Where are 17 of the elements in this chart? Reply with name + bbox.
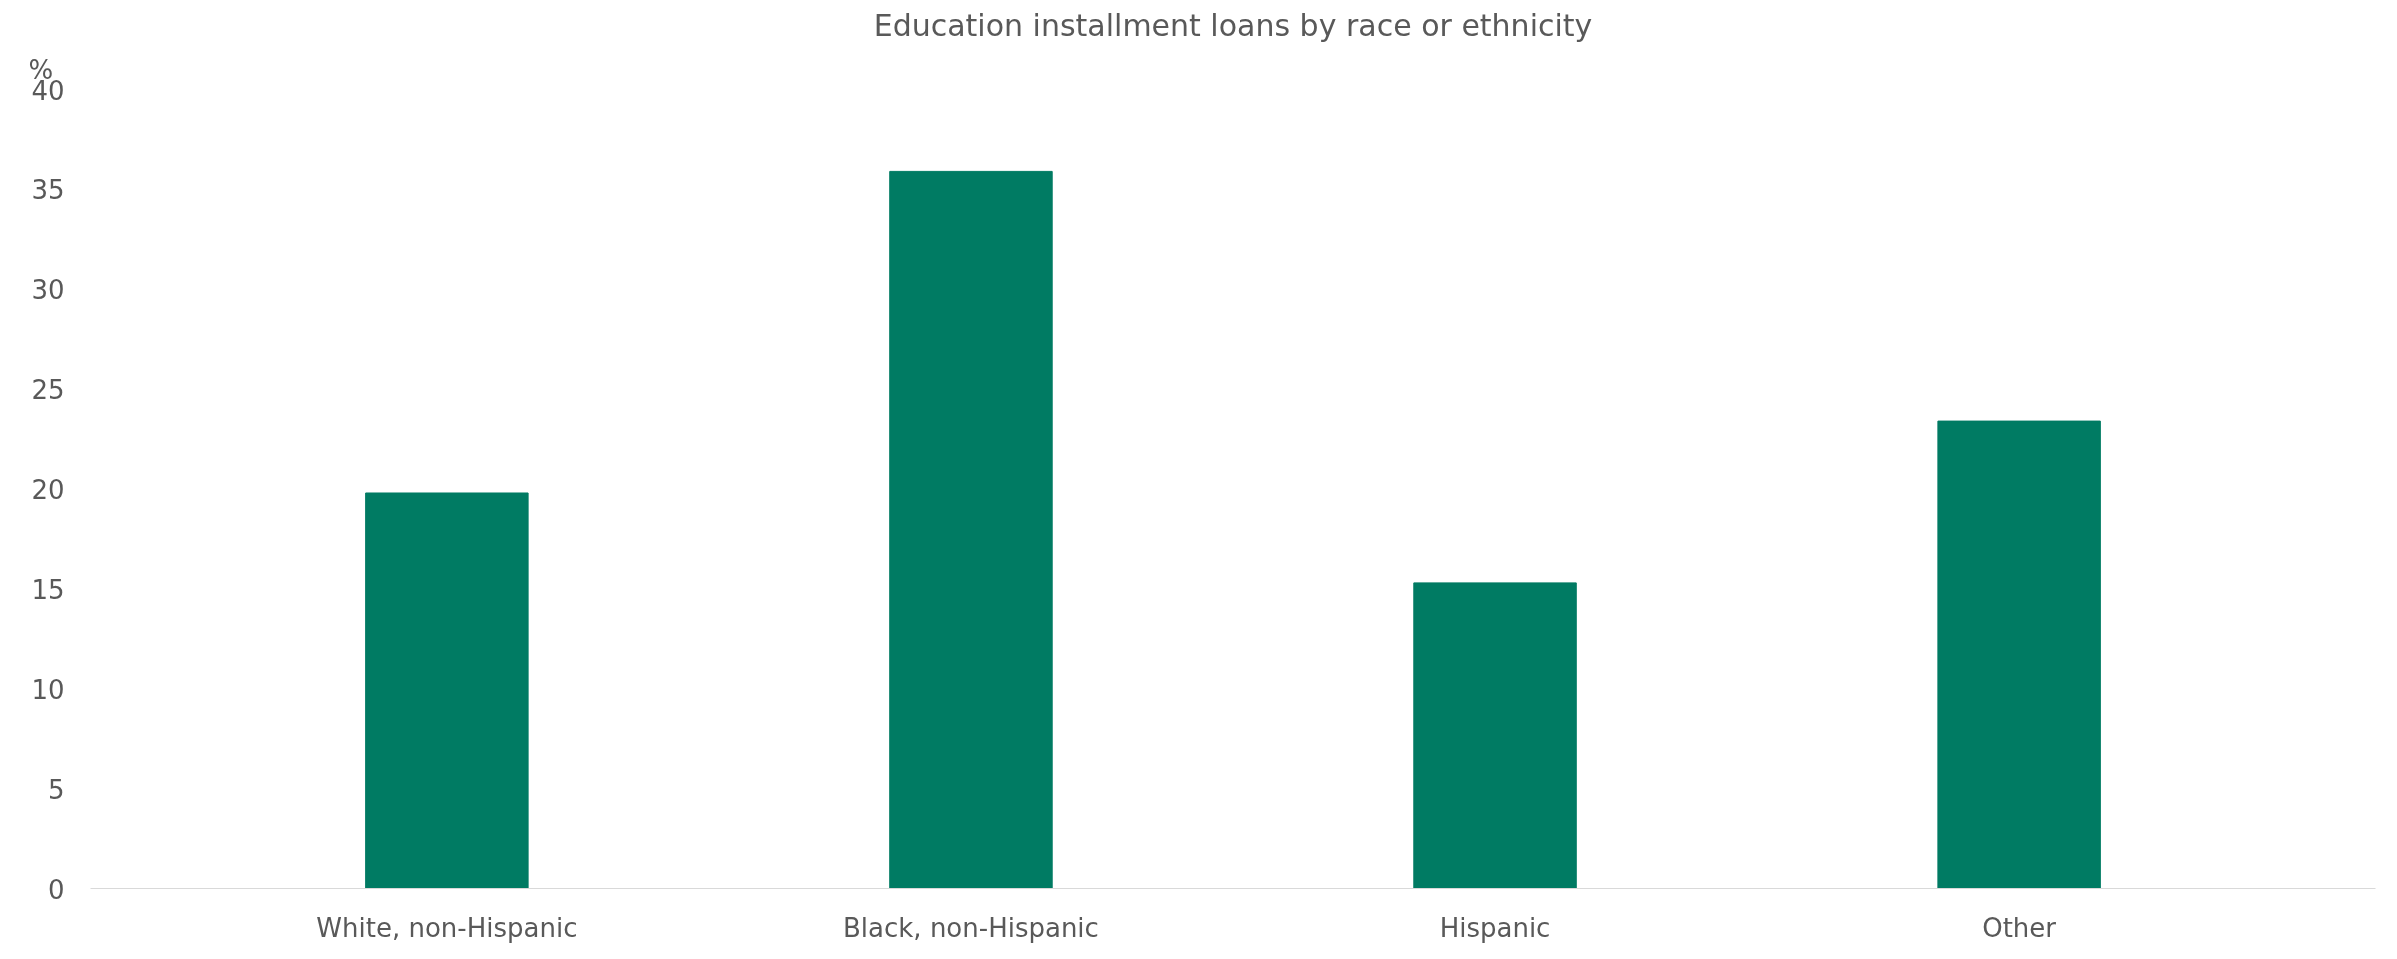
y-tick-label: 35	[31, 175, 65, 206]
chart-title: Education installment loans by race or ethnicity	[873, 7, 1593, 43]
x-tick-label: Black, non-Hispanic	[843, 912, 1099, 943]
y-tick-label: 25	[31, 375, 65, 406]
x-tick-label: White, non-Hispanic	[316, 912, 578, 943]
bar	[365, 492, 529, 889]
y-tick-label: 5	[47, 774, 65, 805]
y-tick-label: 20	[31, 475, 65, 505]
bar	[1413, 582, 1577, 889]
y-tick-label: 15	[31, 574, 65, 605]
y-tick-label: 10	[31, 674, 65, 705]
y-tick-label: 30	[31, 275, 65, 306]
y-tick-label: 0	[47, 874, 65, 905]
bar	[889, 170, 1053, 889]
x-tick-label: Other	[1982, 912, 2057, 943]
bar	[1937, 420, 2101, 889]
x-tick-label: Hispanic	[1439, 912, 1551, 943]
